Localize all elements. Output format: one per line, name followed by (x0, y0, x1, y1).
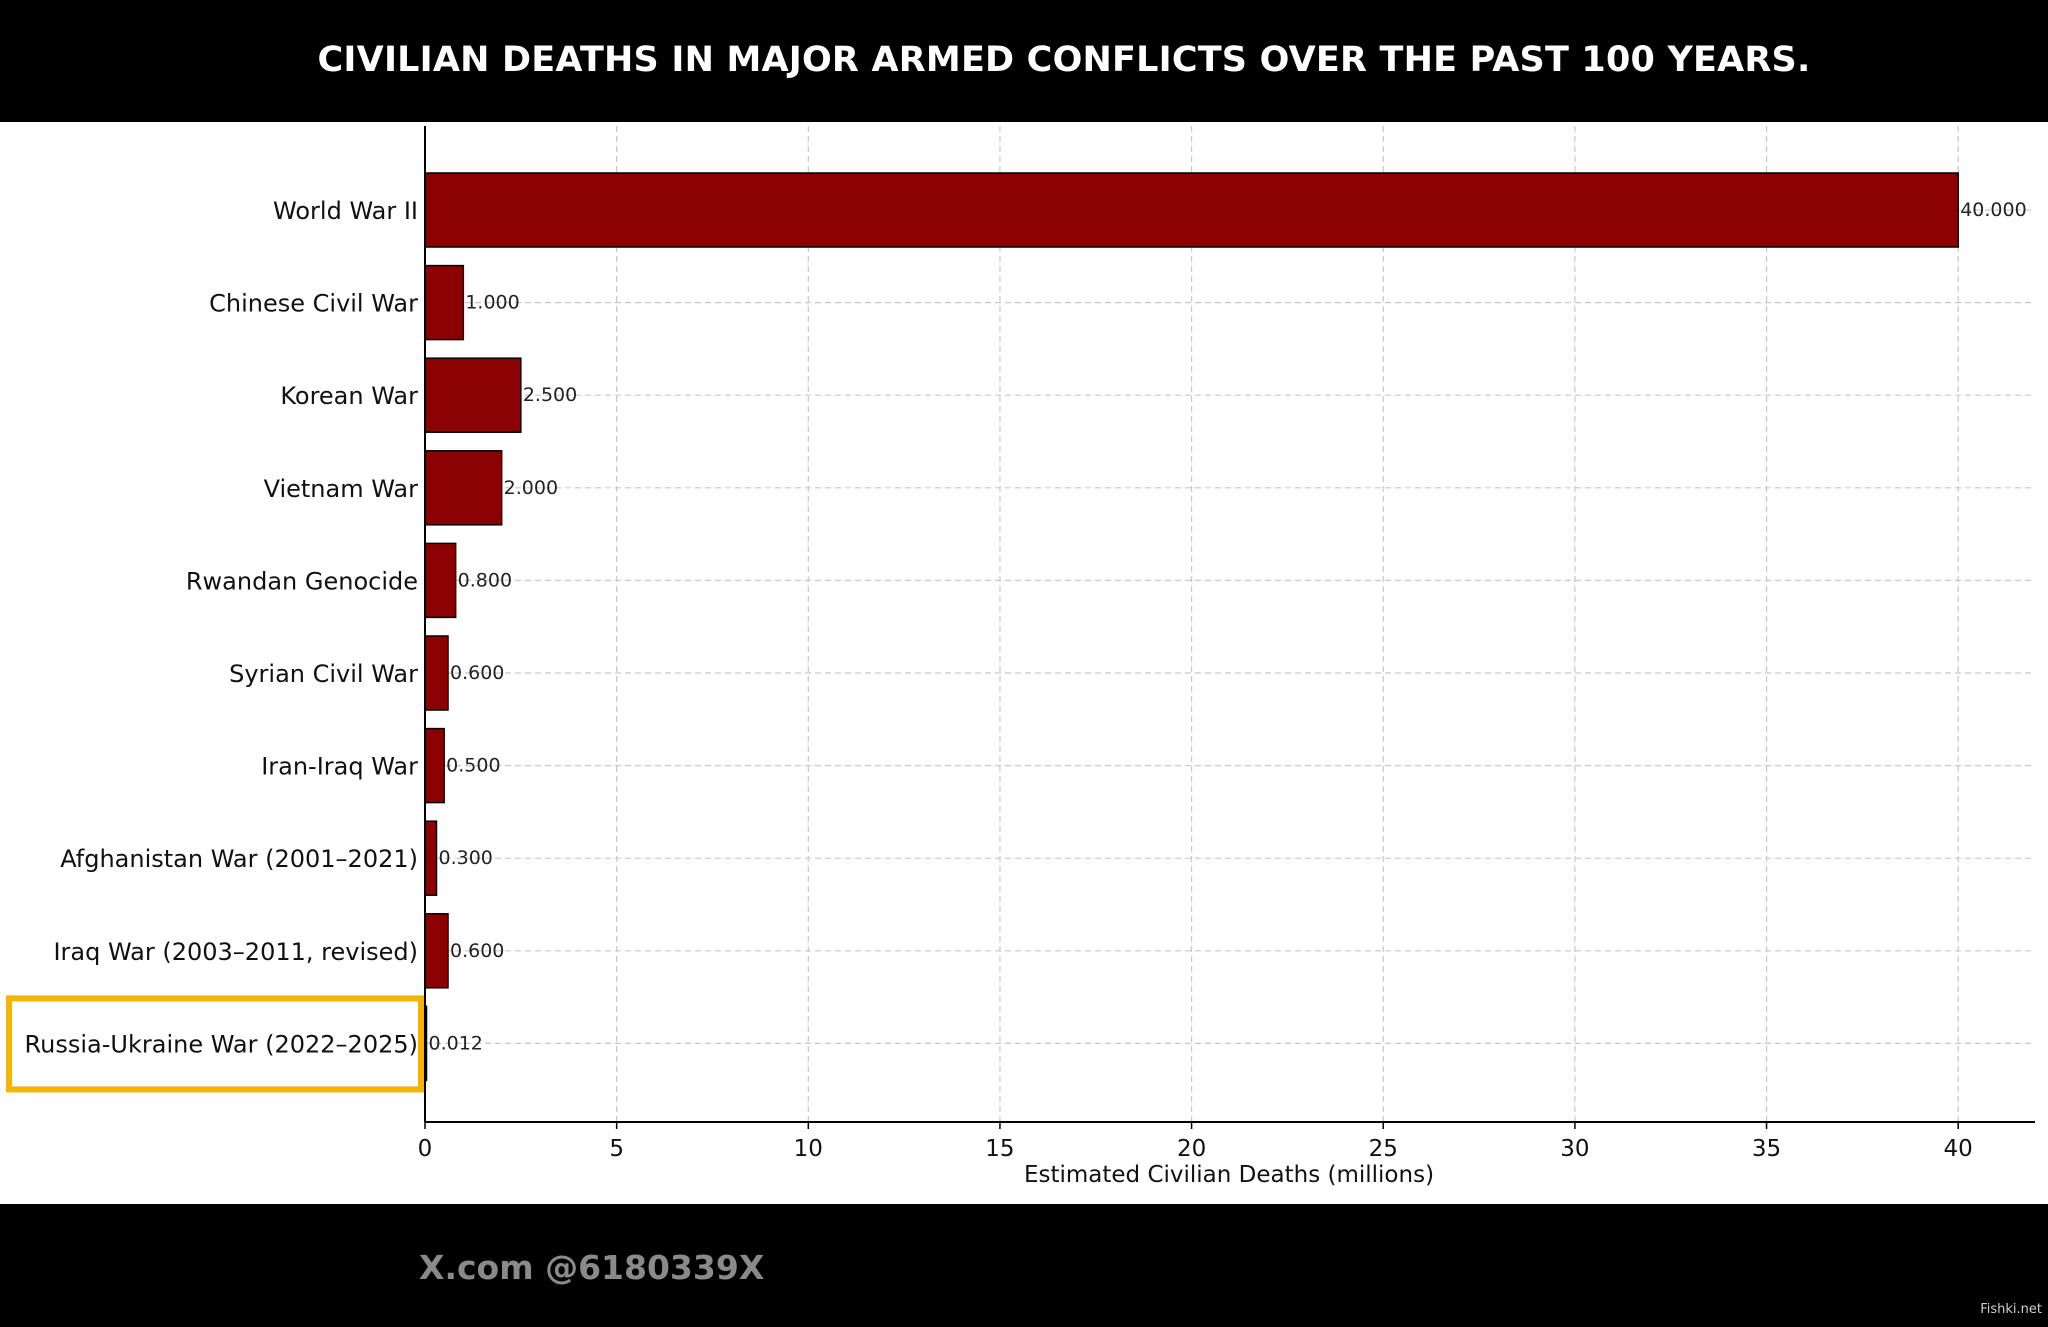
bar (424, 172, 1959, 248)
header-band: CIVILIAN DEATHS IN MAJOR ARMED CONFLICTS… (0, 0, 2048, 122)
axes (424, 126, 2035, 1129)
bar-value-label: 0.600 (450, 662, 504, 684)
y-category-label: Iran-Iraq War (261, 753, 418, 781)
highlight-box (6, 995, 424, 1093)
x-tick-label: 10 (794, 1136, 823, 1162)
y-category-label: Iraq War (2003–2011, revised) (53, 938, 418, 966)
y-category-label: Vietnam War (264, 475, 419, 503)
bar (424, 820, 438, 896)
y-category-label: Afghanistan War (2001–2021) (60, 845, 418, 873)
y-category-label: Russia-Ukraine War (2022–2025) (25, 1030, 418, 1058)
bar-chart: 0 5 10 15 20 25 30 35 40 World War II 40.000 Chines… (6, 126, 2035, 1188)
x-tick-label: 25 (1369, 1136, 1398, 1162)
bar (424, 264, 465, 341)
x-tick-label: 20 (1177, 1136, 1206, 1162)
grid (425, 126, 2035, 1122)
bar (424, 542, 457, 619)
bar-value-label: 2.000 (504, 477, 558, 499)
chart-area: 0 5 10 15 20 25 30 35 40 World War II 40.000 Chines… (0, 122, 2048, 1204)
y-category-label: World War II (273, 197, 418, 225)
bar (424, 450, 503, 526)
bar-value-label: 40.000 (1960, 199, 2026, 221)
footer-band: X.com @6180339X Fishki.net (0, 1204, 2048, 1327)
x-axis-title: Estimated Civilian Deaths (millions) (1024, 1162, 1434, 1188)
x-tick-label: 15 (985, 1136, 1014, 1162)
bar-value-label: 1.000 (465, 292, 519, 314)
x-tick-label: 35 (1752, 1136, 1781, 1162)
labels: 0 5 10 15 20 25 30 35 40 World War II 40.000 Chines… (6, 197, 2027, 1162)
y-category-label: Korean War (280, 382, 418, 410)
bar (424, 635, 449, 711)
bar-value-label: 0.600 (450, 940, 504, 962)
page-title: CIVILIAN DEATHS IN MAJOR ARMED CONFLICTS… (317, 40, 1811, 80)
y-category-label: Syrian Civil War (229, 660, 418, 688)
bar-value-label: 2.500 (523, 384, 577, 406)
bar (424, 727, 445, 804)
x-tick-label: 30 (1560, 1136, 1589, 1162)
bar (424, 357, 522, 433)
x-tick-label: 5 (609, 1136, 624, 1162)
bar-value-label: 0.500 (446, 755, 500, 777)
y-category-label: Rwandan Genocide (186, 567, 418, 595)
bar-value-label: 0.800 (458, 569, 512, 591)
bar (424, 913, 449, 989)
y-category-label: Chinese Civil War (209, 290, 418, 318)
bar-value-label: 0.012 (429, 1032, 483, 1054)
bar-value-label: 0.300 (438, 847, 492, 869)
author-handle: X.com @6180339X (419, 1248, 765, 1287)
x-tick-label: 40 (1944, 1136, 1973, 1162)
watermark: Fishki.net (1980, 1302, 2042, 1317)
x-tick-label: 0 (418, 1136, 433, 1162)
